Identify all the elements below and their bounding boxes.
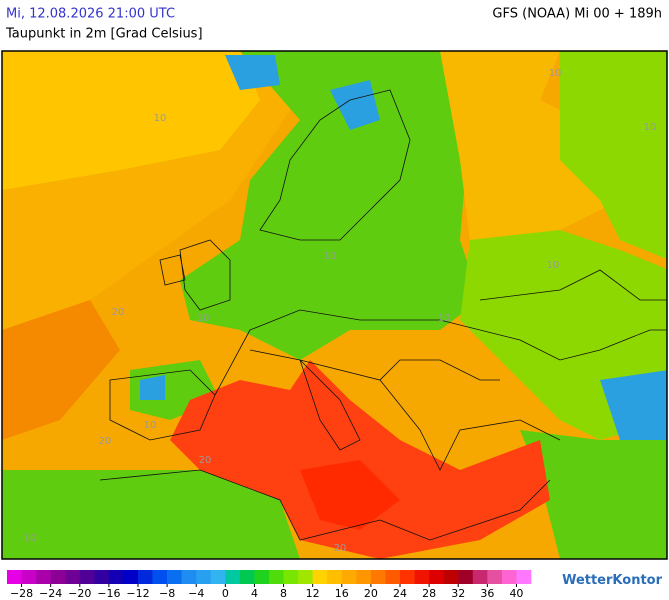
colorbar-swatch xyxy=(283,570,299,584)
colorbar: −28 −24 −20 −16 −12 −8 −4 0 4 8 12 16 20 24 28 32 36 40 xyxy=(7,570,532,600)
colorbar-tick-label: 12 xyxy=(306,587,320,600)
colorbar-swatch xyxy=(370,570,386,584)
colorbar-swatch xyxy=(341,570,357,584)
contour-label: 10 xyxy=(324,251,337,262)
colorbar-tick-label: 36 xyxy=(480,587,494,600)
colorbar-swatch xyxy=(516,570,532,584)
colorbar-swatch xyxy=(458,570,474,584)
contour-label: 10 xyxy=(24,533,37,544)
colorbar-swatch xyxy=(443,570,459,584)
colorbar-swatch xyxy=(501,570,517,584)
colorbar-tick-label: 40 xyxy=(509,587,523,600)
colorbar-swatch xyxy=(167,570,182,584)
contour-label: 20 xyxy=(112,307,125,318)
colorbar-tick-label: 24 xyxy=(393,587,407,600)
colorbar-tick-label: −8 xyxy=(159,587,175,600)
contour-label: 10 xyxy=(549,68,562,79)
date: Mi, 12.08.2026 21:00 UTC xyxy=(6,7,175,22)
colorbar-swatch xyxy=(269,570,284,584)
colorbar-swatch xyxy=(210,570,226,584)
colorbar-tick-label: 8 xyxy=(280,587,287,600)
colorbar-swatch xyxy=(181,570,197,584)
colorbar-tick-label: −28 xyxy=(10,587,33,600)
colorbar-swatch xyxy=(254,570,270,584)
colorbar-swatch xyxy=(239,570,255,584)
colorbar-tick-label: −4 xyxy=(188,587,204,600)
colorbar-swatch xyxy=(385,570,401,584)
colorbar-swatch xyxy=(400,570,415,584)
colorbar-swatch xyxy=(65,570,81,584)
colorbar-tick-label: 28 xyxy=(422,587,436,600)
colorbar-swatch xyxy=(79,570,95,584)
contour-label: 10 xyxy=(438,313,451,324)
logo: WetterKontor xyxy=(562,573,663,588)
colorbar-swatch xyxy=(108,570,124,584)
colorbar-swatch xyxy=(123,570,139,584)
contour-label: 10 xyxy=(547,260,560,271)
parameter: Taupunkt in 2m [Grad Celsius] xyxy=(5,27,203,42)
colorbar-swatch xyxy=(472,570,488,584)
colorbar-tick-label: −20 xyxy=(68,587,91,600)
colorbar-swatch xyxy=(138,570,153,584)
colorbar-tick-label: 4 xyxy=(251,587,258,600)
map-frame xyxy=(1,50,668,560)
contour-label: 20 xyxy=(334,543,347,554)
colorbar-swatch xyxy=(152,570,168,584)
colorbar-swatch xyxy=(429,570,444,584)
map: 10 10 10 20 10 10 10 20 10 10 20 10 20 xyxy=(1,50,668,560)
contour-label: 10 xyxy=(144,420,157,431)
colorbar-tick-label: −24 xyxy=(39,587,62,600)
colorbar-swatch xyxy=(21,570,37,584)
colorbar-tick-label: −12 xyxy=(126,587,149,600)
colorbar-swatch xyxy=(36,570,51,584)
colorbar-swatch xyxy=(94,570,110,584)
colorbar-swatch xyxy=(298,570,313,584)
contour-label: 10 xyxy=(154,113,167,124)
colorbar-swatch xyxy=(356,570,372,584)
contour-label: 10 xyxy=(197,313,210,324)
contour-label: 10 xyxy=(644,122,657,133)
colorbar-swatch xyxy=(487,570,503,584)
colorbar-swatch xyxy=(225,570,241,584)
colorbar-tick-label: 32 xyxy=(451,587,465,600)
colorbar-tick-label: 20 xyxy=(364,587,378,600)
colorbar-swatch xyxy=(312,570,328,584)
colorbar-swatch xyxy=(414,570,430,584)
model: GFS (NOAA) Mi 00 + 189h xyxy=(492,7,662,22)
colorbar-swatch xyxy=(7,570,22,584)
colorbar-tick-label: 0 xyxy=(222,587,229,600)
colorbar-swatch xyxy=(196,570,212,584)
contour-label: 20 xyxy=(199,455,212,466)
contour-label: 20 xyxy=(99,436,112,447)
colorbar-swatch xyxy=(50,570,66,584)
colorbar-swatch xyxy=(327,570,343,584)
colorbar-tick-label: 16 xyxy=(335,587,349,600)
colorbar-tick-label: −16 xyxy=(97,587,120,600)
